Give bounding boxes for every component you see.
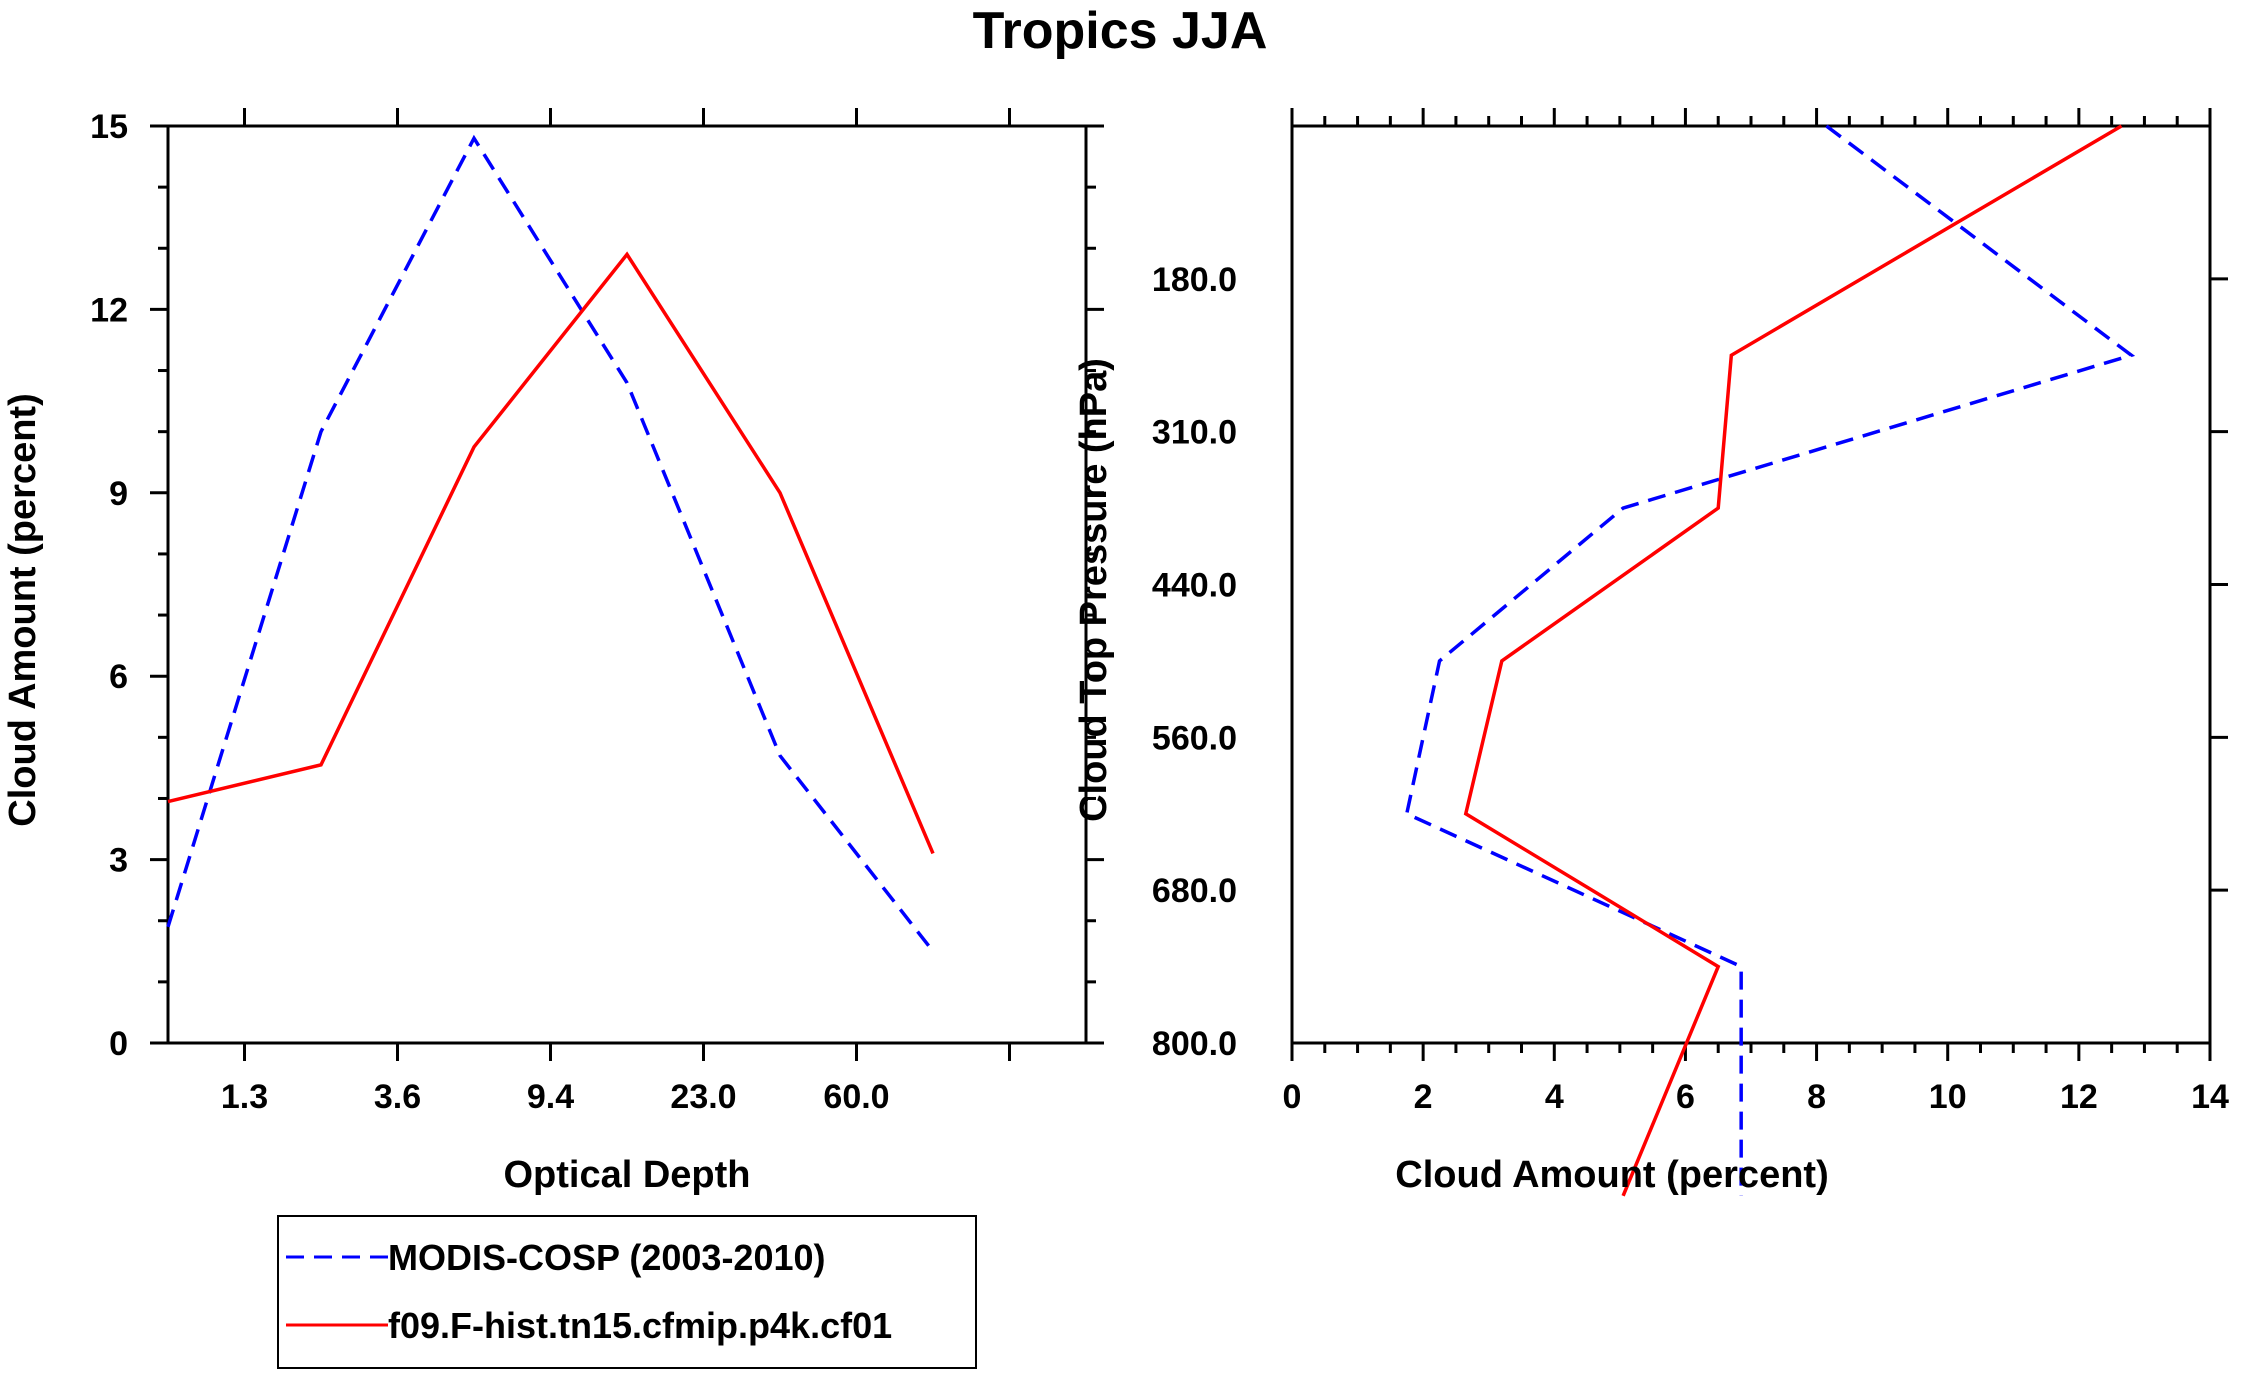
left-y-tick-label: 12 xyxy=(90,291,128,329)
left-x-tick-label: 9.4 xyxy=(527,1078,574,1116)
left-y-tick-label: 6 xyxy=(109,658,128,696)
right-x-tick-label: 4 xyxy=(1545,1078,1564,1116)
legend-label-modis: MODIS-COSP (2003-2010) xyxy=(388,1237,826,1278)
left-x-tick-label: 1.3 xyxy=(221,1078,268,1116)
right-x-tick-label: 12 xyxy=(2060,1078,2098,1116)
right-x-tick-label: 0 xyxy=(1283,1078,1302,1116)
right-y-tick-label: 680.0 xyxy=(1152,872,1237,910)
left-x-tick-label: 23.0 xyxy=(670,1078,736,1116)
right-x-tick-label: 2 xyxy=(1414,1078,1433,1116)
left-plot-frame xyxy=(166,124,1088,1045)
legend-box xyxy=(277,1215,977,1369)
optical-depth-panel: 0 3 6 9 12 15 1.3 3.6 9.4 23.0 60.0 xyxy=(90,108,1104,1116)
right-y-tick-label: 560.0 xyxy=(1152,719,1237,757)
left-y-axis-label: Cloud Amount (percent) xyxy=(2,393,44,826)
right-x-tick-label: 8 xyxy=(1807,1078,1826,1116)
right-x-tick-label: 10 xyxy=(1929,1078,1967,1116)
left-y-tick-label: 3 xyxy=(109,842,128,880)
right-y-tick-label: 310.0 xyxy=(1152,414,1237,452)
left-x-tick-label: 60.0 xyxy=(823,1078,889,1116)
left-x-axis-label: Optical Depth xyxy=(503,1154,750,1196)
right-x-tick-label: 6 xyxy=(1676,1078,1695,1116)
left-series-modis xyxy=(166,134,935,953)
left-y-tick-label: 0 xyxy=(109,1025,128,1063)
right-x-axis-label: Cloud Amount (percent) xyxy=(1395,1154,1828,1196)
right-plot-frame xyxy=(1290,124,2212,1045)
right-y-tick-label: 440.0 xyxy=(1152,567,1237,605)
right-y-tick-label: 180.0 xyxy=(1152,261,1237,299)
right-y-axis-label: Cloud Top Pressure (hPa) xyxy=(1073,358,1115,822)
left-x-tick-label: 3.6 xyxy=(374,1078,421,1116)
pressure-panel: 0 2 4 6 8 10 12 14 180.0 310.0 440.0 560.0 680.0 800.… xyxy=(1152,108,2229,1197)
left-series-model xyxy=(167,251,935,855)
legend: MODIS-COSP (2003-2010) f09.F-hist.tn15.c… xyxy=(277,1215,977,1369)
legend-label-model: f09.F-hist.tn15.cfmip.p4k.cf01 xyxy=(388,1305,892,1346)
right-series-modis xyxy=(1404,124,2136,1196)
right-y-tick-label: 800.0 xyxy=(1152,1025,1237,1063)
right-x-tick-label: 14 xyxy=(2191,1078,2229,1116)
left-y-tick-label: 15 xyxy=(90,108,128,146)
chart-title: Tropics JJA xyxy=(973,2,1268,60)
right-series-model xyxy=(1463,124,2123,1197)
left-y-tick-label: 9 xyxy=(109,475,128,513)
